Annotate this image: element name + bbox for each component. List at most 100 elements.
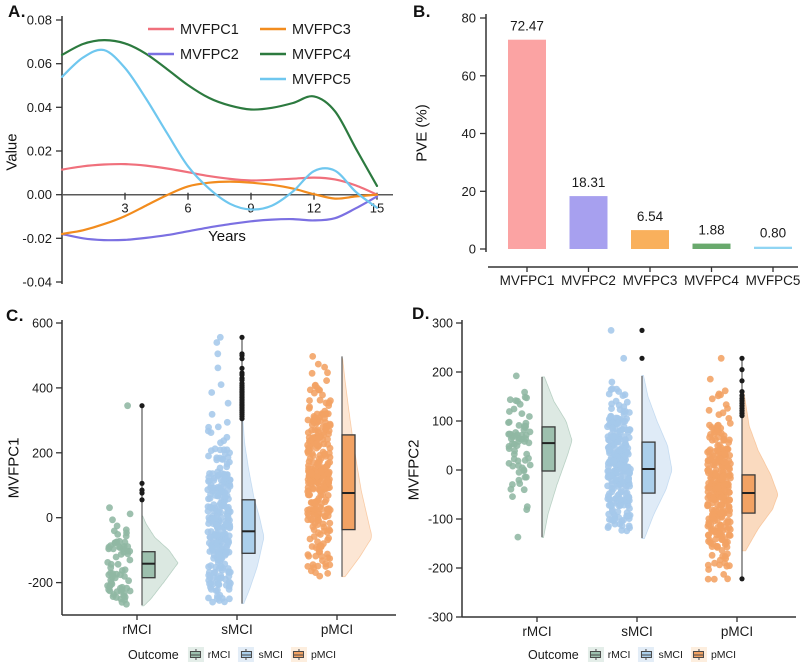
data-point: [221, 598, 228, 606]
data-point: [208, 544, 216, 551]
data-point: [604, 524, 612, 531]
data-point: [112, 594, 120, 601]
data-point: [112, 553, 120, 561]
raincloud-group-rMCI: [505, 372, 573, 541]
series-MVFPC4: [60, 38, 379, 187]
data-point: [224, 399, 232, 407]
data-point: [616, 520, 624, 528]
data-point: [616, 447, 623, 454]
data-point: [206, 495, 214, 502]
data-point: [207, 585, 215, 593]
outlier-point: [739, 576, 745, 582]
data-point: [216, 464, 224, 472]
data-point: [206, 580, 213, 588]
data-point: [510, 455, 518, 463]
data-point: [620, 354, 628, 362]
data-point: [721, 450, 728, 457]
panel-d-legend-title: Outcome: [527, 647, 579, 662]
legend-label-rmci: rMCI: [207, 648, 231, 661]
panel-d: 300 200 100 0 -100 -200 -300 rMCI sMCI pMCI D. MV…: [400, 300, 800, 670]
data-point: [216, 446, 224, 454]
data-point: [317, 455, 325, 462]
data-point: [626, 511, 634, 519]
data-point: [304, 510, 312, 517]
y-tick-label: 200: [432, 366, 453, 380]
y-tick-label: 0: [446, 464, 453, 478]
data-point: [224, 454, 232, 461]
data-point: [223, 446, 231, 454]
data-point: [607, 412, 615, 420]
y-tick-label: 0.08: [27, 13, 52, 28]
data-point: [223, 418, 231, 426]
x-tick-label: 9: [247, 201, 254, 216]
x-category-label: sMCI: [621, 624, 653, 639]
series-MVFPC5: [60, 48, 379, 211]
data-point: [218, 470, 225, 477]
data-point: [510, 405, 518, 413]
data-point: [608, 502, 615, 509]
outlier-point: [139, 497, 145, 503]
data-point: [214, 423, 222, 431]
data-point: [604, 433, 612, 440]
data-point: [726, 496, 733, 504]
y-tick-label: 300: [432, 317, 453, 331]
x-category-label: rMCI: [122, 622, 151, 637]
y-tick-label: -200: [428, 562, 453, 576]
bar-value-label: 6.54: [637, 209, 664, 224]
y-tick-label: 0.00: [27, 187, 52, 202]
data-point: [315, 517, 323, 524]
data-point: [304, 563, 312, 570]
data-point: [620, 501, 628, 509]
data-point: [518, 410, 526, 417]
data-point: [720, 571, 728, 578]
legend-label: MVFPC2: [180, 47, 239, 63]
data-point: [713, 542, 721, 550]
data-point: [623, 527, 631, 535]
data-point: [118, 586, 126, 594]
data-point: [714, 457, 722, 464]
outlier-point: [239, 334, 245, 340]
data-point: [725, 481, 732, 488]
data-point: [505, 419, 512, 426]
y-tick-label: 0.06: [27, 56, 52, 71]
half-violin: [741, 391, 779, 552]
data-point: [725, 464, 733, 472]
boxplot-key-icon: [690, 647, 707, 662]
boxplot-key-box: [640, 651, 652, 658]
data-point: [311, 389, 318, 397]
data-point: [609, 426, 617, 433]
data-point: [624, 450, 632, 458]
data-point: [507, 485, 515, 493]
data-point: [125, 577, 132, 585]
data-point: [306, 455, 314, 462]
data-point: [211, 445, 219, 453]
data-point: [208, 389, 216, 396]
data-point: [610, 457, 618, 465]
data-point: [116, 543, 123, 551]
panel-c-legend: Outcome rMCI sMCI pMCI: [128, 647, 336, 662]
data-point: [325, 508, 332, 516]
data-point: [312, 506, 320, 513]
data-point: [523, 394, 530, 402]
data-point: [724, 405, 731, 412]
panel-a-x-axis-title: Years: [208, 228, 246, 245]
outlier-point: [239, 356, 245, 362]
data-point: [326, 459, 334, 466]
data-point: [726, 452, 734, 459]
x-category-label: pMCI: [321, 622, 353, 637]
legend-item-rmci: rMCI: [187, 647, 231, 662]
data-point: [714, 442, 722, 450]
data-point: [219, 542, 226, 550]
panel-c: 600 400 200 0 -200 rMCI sMCI pMCI C. MVFPC1 Out…: [0, 300, 400, 670]
data-point: [206, 533, 214, 541]
data-point: [225, 539, 233, 546]
panel-b-y-axis-title: PVE (%): [413, 104, 431, 162]
raincloud-group-rMCI: [104, 402, 179, 608]
data-point: [208, 410, 216, 418]
data-point: [214, 550, 222, 558]
bar-MVFPC3: [631, 230, 669, 249]
data-point: [621, 464, 629, 472]
series-MVFPC3: [60, 180, 379, 236]
data-point: [705, 537, 712, 545]
data-point: [525, 439, 533, 447]
